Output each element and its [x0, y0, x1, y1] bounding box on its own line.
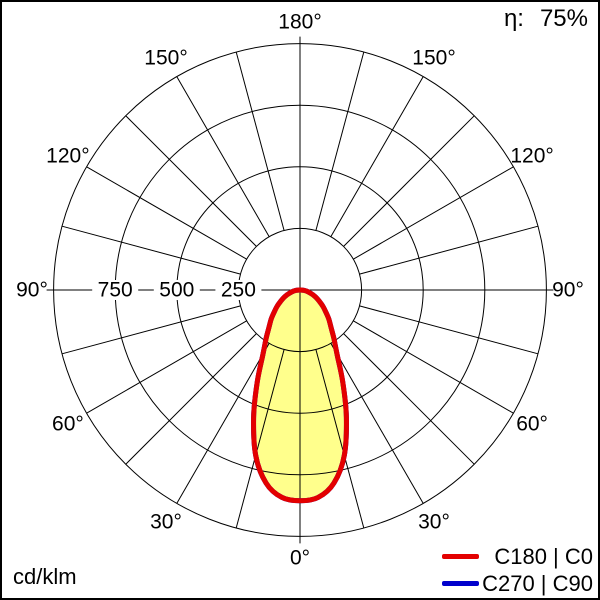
polar-grid: [46, 36, 554, 544]
grid-radial-line: [353, 320, 514, 414]
unit-label: cd/klm: [13, 564, 77, 589]
angle-label-0: 0°: [290, 547, 310, 570]
legend: C180 | C0 C270 | C90: [442, 543, 593, 596]
grid-radial-line: [235, 349, 285, 529]
grid-radial-line: [343, 333, 475, 465]
grid-radial-line: [125, 333, 257, 465]
legend-line-blue: [442, 581, 479, 587]
legend-label: C270 | C90: [482, 570, 593, 596]
grid-radial-line: [61, 225, 241, 275]
grid-radial-line: [359, 305, 539, 355]
radial-tick-label: 250: [221, 279, 256, 302]
angle-label-90: 90°: [552, 279, 584, 302]
grid-radial-line: [315, 349, 365, 529]
grid-radial-line: [353, 166, 514, 260]
angle-label-120: 120°: [46, 145, 89, 168]
radial-tick-label: 750: [98, 279, 133, 302]
angle-label-30: 30°: [418, 511, 450, 534]
grid-radial-line: [235, 51, 285, 231]
angle-label-150: 150°: [144, 46, 187, 69]
grid-radial-line: [86, 320, 247, 414]
angle-label-60: 60°: [52, 413, 84, 436]
efficiency-readout: η: 75%: [503, 5, 588, 32]
radial-tick-labels: 250 500 750: [92, 279, 262, 302]
angle-label-180: 180°: [278, 11, 321, 34]
grid-radial-line: [86, 166, 247, 260]
angle-label-60: 60°: [516, 413, 548, 436]
angle-label-90: 90°: [16, 279, 48, 302]
grid-radial-line: [343, 115, 475, 247]
tick-label-bg: [153, 280, 200, 300]
grid-radial-line: [315, 51, 365, 231]
grid-radial-line: [330, 343, 424, 504]
angle-labels: 0° 30° 30° 60° 60° 90° 90° 120° 120° 150° 150° 180°: [16, 11, 584, 570]
efficiency-value: 75%: [539, 5, 588, 32]
tick-label-bg: [215, 280, 262, 300]
legend-label: C180 | C0: [494, 543, 593, 569]
grid-radial-line: [330, 76, 424, 237]
grid-radial-line: [176, 76, 270, 237]
grid-radial-line: [359, 225, 539, 275]
grid-radial-line: [61, 305, 241, 355]
angle-label-120: 120°: [510, 145, 553, 168]
legend-item-c180-c0: C180 | C0: [442, 543, 593, 569]
intensity-curve-c180c0: [251, 287, 349, 504]
tick-label-bg: [92, 280, 139, 300]
grid-radial-line: [125, 115, 257, 247]
angle-label-30: 30°: [150, 511, 182, 534]
angle-label-150: 150°: [412, 46, 455, 69]
grid-radial-line: [176, 343, 270, 504]
legend-item-c270-c90: C270 | C90: [442, 570, 593, 596]
efficiency-label: η:: [503, 5, 524, 32]
radial-tick-label: 500: [159, 279, 194, 302]
legend-line-red: [442, 554, 479, 560]
